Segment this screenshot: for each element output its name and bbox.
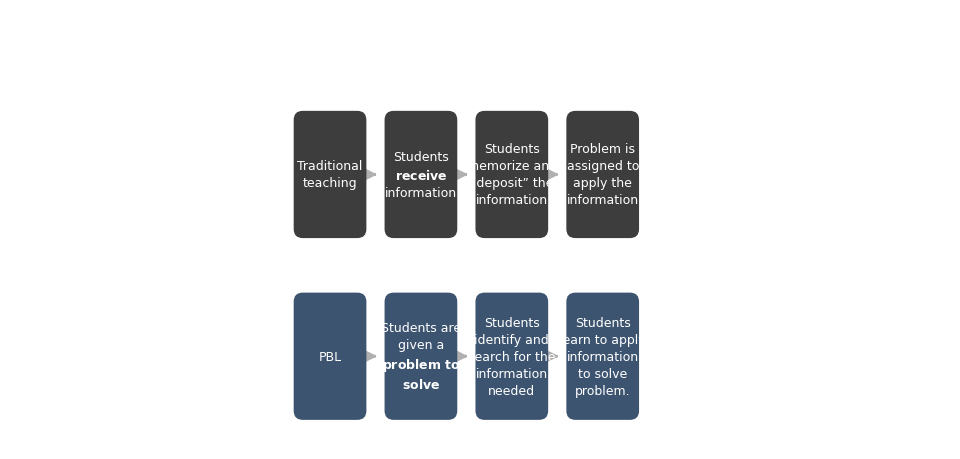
- FancyBboxPatch shape: [475, 112, 548, 239]
- FancyBboxPatch shape: [294, 112, 367, 239]
- Text: Students are
given a
$\mathbf{problem\ to}$
$\mathbf{solve}$: Students are given a $\mathbf{problem\ t…: [381, 321, 461, 392]
- FancyBboxPatch shape: [385, 112, 457, 239]
- FancyBboxPatch shape: [385, 293, 457, 420]
- Text: Problem is
assigned to
apply the
information: Problem is assigned to apply the informa…: [566, 143, 639, 207]
- FancyBboxPatch shape: [475, 293, 548, 420]
- Text: Students
identify and
search for the
information
needed: Students identify and search for the inf…: [468, 316, 556, 397]
- Text: PBL: PBL: [319, 350, 342, 363]
- Text: Students
learn to apply
information
to solve
problem.: Students learn to apply information to s…: [560, 316, 646, 397]
- FancyBboxPatch shape: [566, 293, 639, 420]
- Text: Students
$\mathbf{receive}$
information: Students $\mathbf{receive}$ information: [385, 151, 457, 199]
- FancyBboxPatch shape: [566, 112, 639, 239]
- FancyBboxPatch shape: [294, 293, 367, 420]
- Text: Traditional
teaching: Traditional teaching: [298, 160, 363, 190]
- Text: Students
memorize and
“deposit” the
information: Students memorize and “deposit” the info…: [467, 143, 557, 207]
